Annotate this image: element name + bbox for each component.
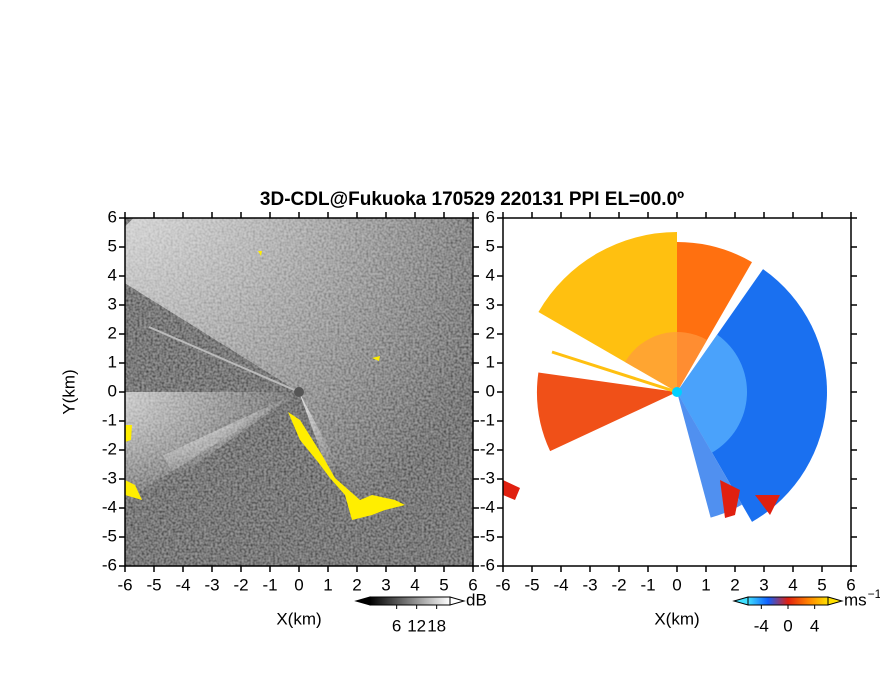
x-tick-label: 3 <box>759 575 768 594</box>
x-tick-label: 5 <box>817 575 826 594</box>
echo-sector <box>625 332 707 392</box>
echo-patch <box>503 480 520 500</box>
colorbar-tick-label: 0 <box>783 616 792 635</box>
colorbar-end <box>732 596 749 606</box>
echo-streak <box>148 326 300 393</box>
y-tick-label: 3 <box>486 294 495 313</box>
x-axis-label: X(km) <box>654 609 699 628</box>
radar-site <box>672 387 682 397</box>
y-tick-label: -2 <box>480 439 495 458</box>
x-tick-label: -2 <box>233 575 248 594</box>
colorbar-tick-label: 12 <box>407 616 426 635</box>
clutter-patch <box>125 425 132 442</box>
x-tick-label: 3 <box>381 575 390 594</box>
y-tick-label: -1 <box>480 410 495 429</box>
echo-patch <box>720 480 740 518</box>
echo-sector <box>537 372 677 452</box>
x-tick-label: 6 <box>846 575 855 594</box>
y-tick-label: 2 <box>486 323 495 342</box>
x-axis-label: X(km) <box>276 609 321 628</box>
clutter-patch <box>258 251 262 256</box>
colorbar-end <box>827 596 844 606</box>
y-axis-label: Y(km) <box>59 369 78 414</box>
x-tick-label: -3 <box>204 575 219 594</box>
chart-title: 3D-CDL@Fukuoka 170529 220131 PPI EL=00.0… <box>260 189 684 210</box>
x-tick-label: -3 <box>582 575 597 594</box>
x-tick-label: 4 <box>788 575 797 594</box>
y-tick-label: -5 <box>102 526 117 545</box>
y-tick-label: 0 <box>486 381 495 400</box>
colorbar-tick-label: 4 <box>810 616 819 635</box>
y-tick-label: 2 <box>108 323 117 342</box>
y-tick-label: 3 <box>108 294 117 313</box>
x-tick-label: 4 <box>410 575 419 594</box>
y-tick-label: 1 <box>486 352 495 371</box>
radar-site <box>294 387 304 397</box>
echo-streak <box>551 350 678 394</box>
y-tick-label: 1 <box>108 352 117 371</box>
y-tick-label: -3 <box>480 468 495 487</box>
x-tick-label: 0 <box>294 575 303 594</box>
colorbar-label-superscript: −1 <box>868 587 880 601</box>
y-tick-label: 6 <box>486 207 495 226</box>
y-tick-label: -4 <box>102 497 117 516</box>
x-tick-label: 0 <box>672 575 681 594</box>
x-tick-label: -2 <box>611 575 626 594</box>
colorbar-tick-label: 18 <box>427 616 446 635</box>
colorbar <box>369 596 451 606</box>
x-tick-label: 2 <box>352 575 361 594</box>
y-tick-label: -2 <box>102 439 117 458</box>
clutter-patch <box>125 480 142 500</box>
colorbar-tick-label: -4 <box>754 616 769 635</box>
clutter-patch <box>288 412 405 520</box>
x-tick-label: -5 <box>524 575 539 594</box>
y-tick-label: 4 <box>486 265 495 284</box>
x-tick-label: -4 <box>175 575 190 594</box>
x-tick-label: 6 <box>468 575 477 594</box>
echo-sector <box>677 334 747 453</box>
y-tick-label: -6 <box>480 555 495 574</box>
x-tick-label: 5 <box>439 575 448 594</box>
echo-sector <box>299 392 356 505</box>
echo-sector <box>677 269 827 522</box>
y-tick-label: 5 <box>486 236 495 255</box>
heatmap <box>503 218 851 566</box>
echo-patch <box>755 495 780 515</box>
x-tick-label: -5 <box>146 575 161 594</box>
colorbar-label: dB <box>466 590 487 609</box>
y-tick-label: -4 <box>480 497 495 516</box>
x-tick-label: 2 <box>730 575 739 594</box>
colorbar-tick-label: 6 <box>392 616 401 635</box>
colorbar <box>747 596 829 606</box>
x-tick-label: -4 <box>553 575 568 594</box>
colorbar-end <box>449 596 466 606</box>
x-tick-label: -1 <box>640 575 655 594</box>
y-tick-label: 0 <box>108 381 117 400</box>
x-tick-label: 1 <box>701 575 710 594</box>
y-tick-label: -3 <box>102 468 117 487</box>
y-tick-label: 5 <box>108 236 117 255</box>
heatmap <box>125 218 473 566</box>
clutter-patch <box>372 356 380 361</box>
x-tick-label: -6 <box>495 575 510 594</box>
x-tick-label: 1 <box>323 575 332 594</box>
y-tick-label: -5 <box>480 526 495 545</box>
echo-sector <box>163 392 299 479</box>
y-tick-label: -1 <box>102 410 117 429</box>
y-tick-label: 4 <box>108 265 117 284</box>
x-tick-label: -1 <box>262 575 277 594</box>
x-tick-label: -6 <box>117 575 132 594</box>
y-tick-label: -6 <box>102 555 117 574</box>
colorbar-label: ms <box>844 590 867 609</box>
y-tick-label: 6 <box>108 207 117 226</box>
colorbar-end <box>354 596 371 606</box>
